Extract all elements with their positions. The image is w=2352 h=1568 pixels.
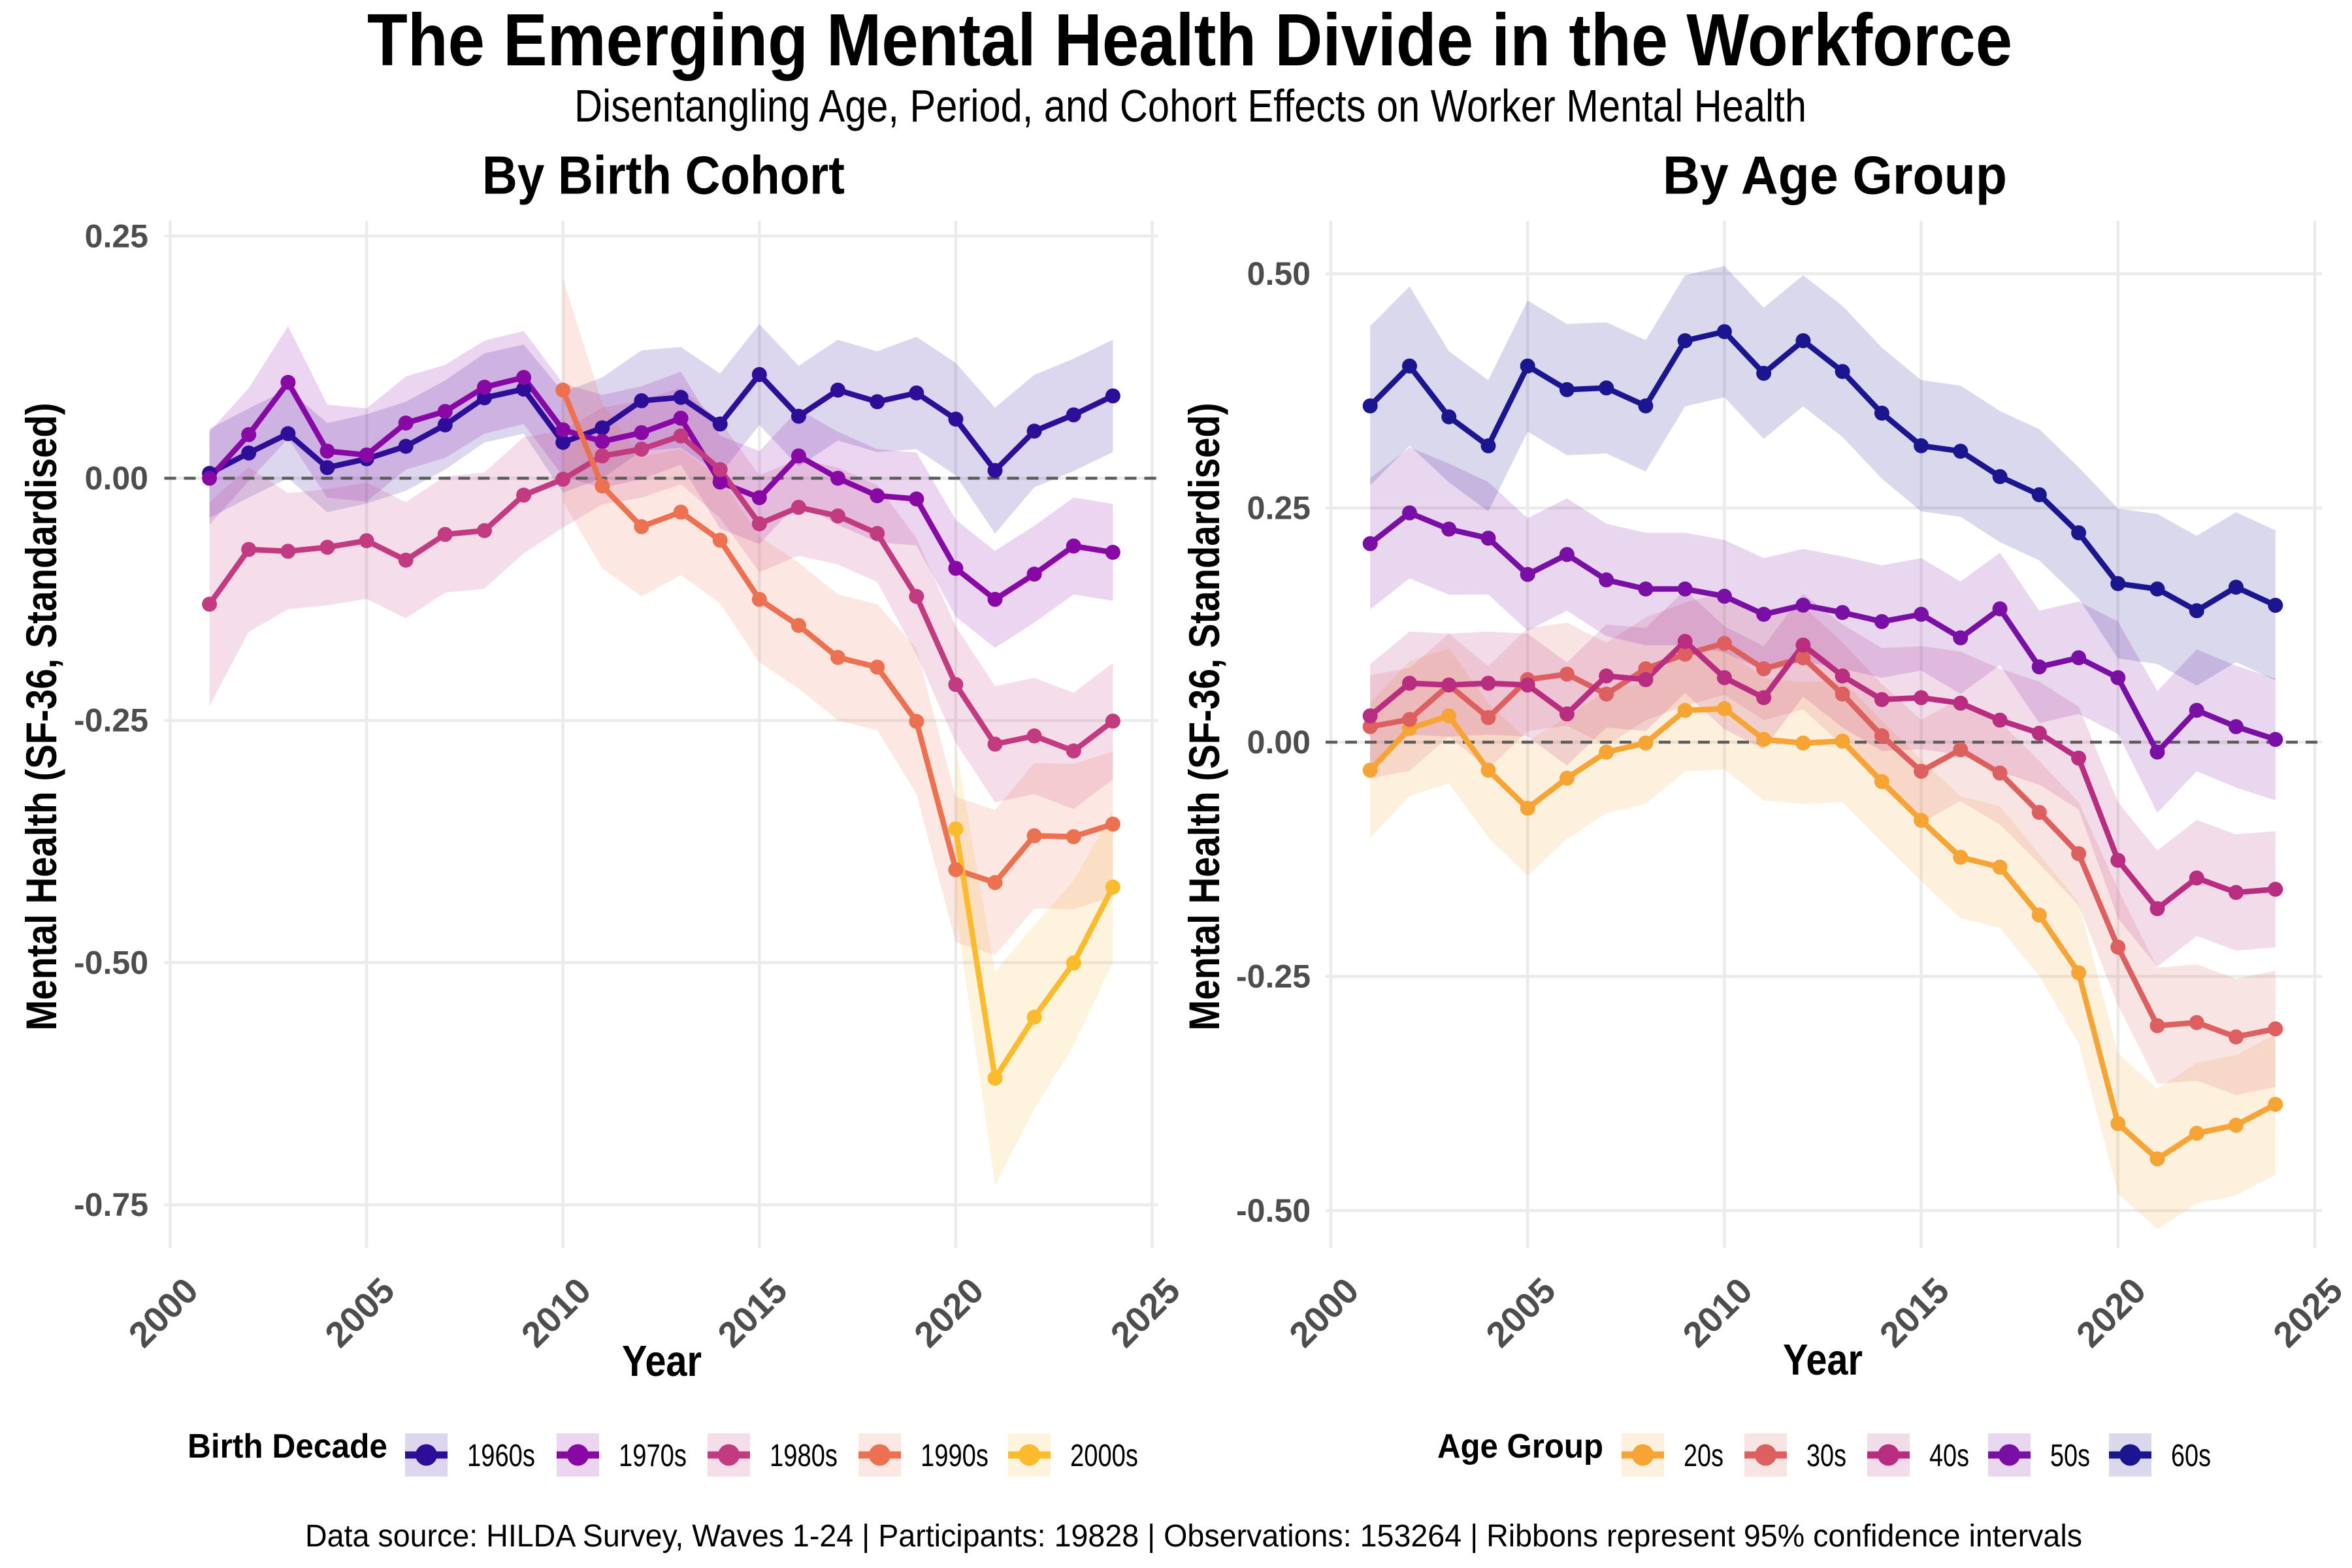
svg-text:0.00: 0.00 <box>85 460 148 497</box>
svg-text:-0.25: -0.25 <box>74 702 148 739</box>
svg-text:20s: 20s <box>1684 1439 1723 1473</box>
svg-text:Mental Health (SF-36, Standard: Mental Health (SF-36, Standardised) <box>17 403 65 1031</box>
svg-text:Birth Decade: Birth Decade <box>188 1428 387 1465</box>
svg-text:The Emerging Mental Health Div: The Emerging Mental Health Divide in the… <box>367 0 2012 81</box>
svg-text:Disentangling Age, Period, and: Disentangling Age, Period, and Cohort Ef… <box>574 80 1806 131</box>
svg-text:1990s: 1990s <box>921 1439 988 1473</box>
svg-text:50s: 50s <box>2050 1439 2090 1473</box>
svg-text:1960s: 1960s <box>467 1439 535 1473</box>
svg-text:-0.50: -0.50 <box>1236 1192 1311 1229</box>
svg-text:Data source: HILDA Survey, Wav: Data source: HILDA Survey, Waves 1-24 | … <box>305 1519 2082 1554</box>
svg-text:Year: Year <box>622 1337 702 1386</box>
svg-text:-0.50: -0.50 <box>74 944 148 981</box>
svg-text:60s: 60s <box>2171 1439 2211 1473</box>
svg-text:1980s: 1980s <box>770 1439 838 1473</box>
svg-text:0.50: 0.50 <box>1247 255 1311 292</box>
svg-text:1970s: 1970s <box>619 1439 687 1473</box>
svg-text:Age Group: Age Group <box>1437 1428 1603 1465</box>
svg-text:-0.25: -0.25 <box>1236 958 1311 995</box>
svg-text:-0.75: -0.75 <box>74 1186 148 1223</box>
svg-text:0.00: 0.00 <box>1247 724 1311 760</box>
svg-text:0.25: 0.25 <box>1247 490 1311 527</box>
svg-text:0.25: 0.25 <box>85 218 148 254</box>
svg-text:By Birth Cohort: By Birth Cohort <box>482 145 845 206</box>
svg-text:Mental Health (SF-36, Standard: Mental Health (SF-36, Standardised) <box>1180 403 1228 1031</box>
svg-text:By Age Group: By Age Group <box>1663 145 2007 206</box>
svg-text:2000s: 2000s <box>1070 1439 1138 1473</box>
svg-text:40s: 40s <box>1929 1439 1969 1473</box>
svg-text:Year: Year <box>1783 1335 1863 1384</box>
svg-text:30s: 30s <box>1806 1439 1846 1473</box>
